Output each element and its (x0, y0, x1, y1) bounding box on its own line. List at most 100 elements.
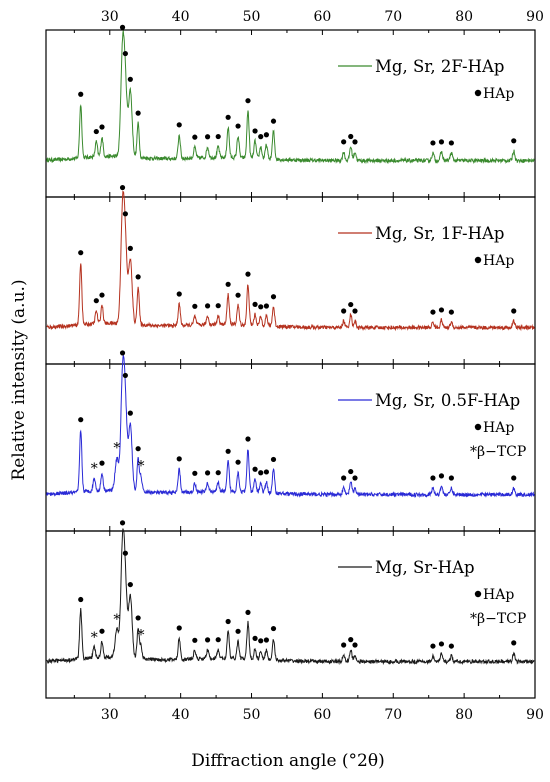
tcp-peak-marker: * (113, 441, 120, 457)
hap-peak-marker (119, 184, 126, 191)
hap-peak-marker (245, 609, 251, 616)
tcp-peak-marker: * (91, 630, 98, 646)
x-tick-label-top: 40 (172, 9, 190, 25)
hap-peak-marker (215, 470, 221, 476)
hap-peak-marker (511, 308, 517, 314)
hap-peak-marker (99, 292, 105, 298)
x-axis-label: Diffraction angle (°2θ) (191, 751, 384, 771)
legend-hap-dot (474, 590, 482, 598)
hap-peak-marker (438, 139, 445, 145)
hap-peak-marker (352, 475, 358, 481)
hap-peak-marker (93, 128, 99, 135)
hap-peak-marker (225, 618, 231, 625)
legend-hap-label: HAp (483, 420, 514, 436)
hap-peak-marker (119, 24, 126, 30)
x-tick-label-bottom: 40 (172, 707, 190, 723)
hap-peak-marker (127, 245, 133, 251)
hap-peak-marker (135, 446, 141, 452)
legend-hap-dot (474, 423, 482, 431)
hap-peak-marker (511, 138, 517, 144)
legend-hap-dot (474, 256, 482, 264)
panel-1: Mg, Sr, 2F-HAp HAp (45, 24, 536, 198)
hap-peak-marker (135, 274, 141, 280)
hap-peak-marker (176, 456, 182, 462)
hap-peak-marker (225, 281, 231, 287)
panel-frame (45, 196, 536, 365)
hap-peak-marker (135, 615, 141, 621)
hap-peak-marker (204, 303, 211, 309)
hap-peak-marker (263, 469, 270, 475)
y-axis-label: Relative intensity (a.u.) (9, 279, 29, 480)
hap-peak-marker (245, 436, 251, 442)
hap-peak-marker (78, 417, 84, 423)
hap-peak-marker (99, 124, 105, 130)
hap-peak-marker (352, 642, 358, 648)
legend-series-name: Mg, Sr, 2F-HAp (375, 57, 504, 76)
panel-2: Mg, Sr, 1F-HAp HAp (45, 184, 536, 365)
hap-peak-marker (270, 625, 277, 632)
legend-series-name: Mg, Sr-HAp (375, 558, 475, 577)
legend-tcp-label: *β−TCP (470, 611, 526, 627)
tcp-peak-marker: * (113, 612, 120, 628)
legend-hap-label: HAp (483, 253, 514, 269)
hap-peak-marker (348, 301, 354, 308)
hap-peak-marker (511, 640, 517, 646)
hap-peak-marker (430, 643, 436, 649)
hap-peak-marker (122, 372, 128, 379)
tcp-peak-marker: * (91, 461, 98, 477)
hap-peak-marker (127, 76, 133, 82)
x-tick-label-top: 80 (455, 9, 473, 25)
hap-peak-marker (204, 470, 211, 476)
legend-hap-label: HAp (483, 587, 514, 603)
legend-hap-dot (474, 89, 482, 97)
hap-peak-marker (341, 308, 347, 314)
hap-peak-marker (135, 110, 141, 116)
hap-peak-marker (204, 134, 211, 140)
hap-peak-marker (252, 635, 258, 642)
hap-peak-marker (352, 139, 358, 145)
hap-peak-marker (448, 475, 454, 481)
hap-peak-marker (192, 134, 198, 140)
panels-group: Mg, Sr, 2F-HAp HAp Mg, Sr, 1F-HAp HAp * * * Mg,… (45, 24, 536, 699)
legend-series-name: Mg, Sr, 0.5F-HAp (375, 391, 520, 410)
hap-peak-marker (235, 459, 241, 465)
hap-peak-marker (176, 291, 182, 297)
hap-peak-marker (127, 410, 133, 416)
hap-peak-marker (448, 643, 454, 649)
hap-peak-marker (270, 456, 277, 463)
hap-peak-marker (252, 301, 258, 308)
hap-peak-marker (348, 637, 354, 643)
hap-peak-marker (225, 114, 231, 120)
hap-peak-marker (430, 140, 436, 146)
x-tick-label-top: 30 (101, 9, 119, 25)
hap-peak-marker (235, 292, 241, 298)
panel-frame (45, 530, 536, 699)
hap-peak-marker (122, 550, 128, 556)
hap-peak-marker (430, 475, 436, 481)
x-tick-label-top: 90 (526, 9, 544, 25)
hap-peak-marker (176, 625, 182, 631)
hap-peak-marker (252, 466, 258, 472)
hap-peak-marker (270, 294, 277, 300)
hap-peak-marker (215, 637, 221, 643)
hap-peak-marker (263, 303, 270, 309)
hap-peak-marker (215, 303, 221, 309)
legend-hap-label: HAp (483, 86, 514, 102)
tcp-peak-marker: * (137, 628, 144, 644)
panel-4: * * * Mg, Sr-HAp HAp *β−TCP (45, 520, 536, 699)
x-tick-label-bottom: 60 (313, 707, 331, 723)
hap-peak-marker (225, 448, 231, 454)
hap-peak-marker (215, 133, 221, 140)
xrd-pattern-line (46, 355, 535, 499)
hap-peak-marker (341, 642, 347, 648)
hap-peak-marker (245, 98, 251, 104)
legend-series-name: Mg, Sr, 1F-HAp (375, 224, 504, 243)
hap-peak-marker (258, 638, 264, 644)
hap-peak-marker (93, 298, 99, 304)
hap-peak-marker (438, 641, 445, 647)
hap-peak-marker (352, 308, 358, 314)
hap-peak-marker (78, 250, 84, 256)
hap-peak-marker (122, 211, 128, 217)
legend-tcp-label: *β−TCP (470, 444, 526, 460)
